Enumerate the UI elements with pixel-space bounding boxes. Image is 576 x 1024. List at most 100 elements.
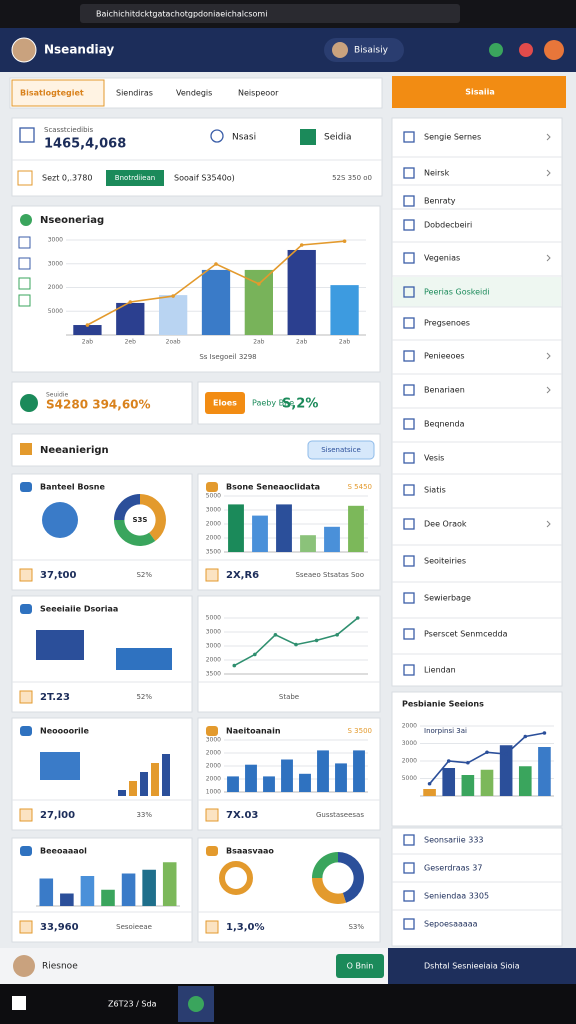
section-button[interactable] xyxy=(307,440,375,460)
bar xyxy=(252,515,268,552)
y-tick-label: 2000 xyxy=(206,763,221,770)
bar xyxy=(101,889,115,906)
side-icon xyxy=(403,834,415,846)
x-tick-label: 2eb xyxy=(125,339,137,346)
y-tick-label: 2000 xyxy=(206,535,221,542)
side-item[interactable]: Penieeoes xyxy=(424,352,465,361)
alert-icon[interactable] xyxy=(519,43,533,57)
side-item[interactable]: Beqnenda xyxy=(424,420,465,429)
side-item[interactable]: Geserdraas 37 xyxy=(424,864,482,873)
tab[interactable]: Vendegis xyxy=(176,89,212,98)
chart-side-icon xyxy=(18,294,31,307)
side-item[interactable]: Benariaen xyxy=(424,386,465,395)
summary-card xyxy=(11,117,383,197)
card-stat: 1,3,0% xyxy=(226,922,265,933)
profile-icon[interactable] xyxy=(544,40,564,60)
chevron xyxy=(546,133,551,141)
card-stat: 2T.23 xyxy=(40,692,70,703)
side-item[interactable]: Seniendaa 3305 xyxy=(424,892,489,901)
icon xyxy=(210,129,224,143)
tab[interactable]: Siendiras xyxy=(116,89,153,98)
donut-slice xyxy=(114,494,140,520)
card-icon xyxy=(20,482,32,492)
app-header xyxy=(0,28,576,72)
side-item[interactable]: Dobdecbeiri xyxy=(424,221,472,230)
card-stat: 27,l00 xyxy=(40,810,75,821)
line-point xyxy=(504,752,508,756)
x-tick-label: 2ab xyxy=(296,339,307,346)
avatar[interactable] xyxy=(11,37,37,63)
side-item[interactable]: Sewierbage xyxy=(424,594,471,603)
side-item[interactable]: Peerias Goskeidi xyxy=(424,288,490,297)
y-tick-label: 2000 xyxy=(206,750,221,757)
bar xyxy=(518,766,532,796)
tab-active[interactable] xyxy=(11,79,105,107)
side-item[interactable]: Neirsk xyxy=(424,169,450,178)
bar xyxy=(228,504,244,552)
side-item[interactable]: Dee Oraok xyxy=(424,520,467,529)
card-stat: S3% xyxy=(348,923,364,931)
side-item[interactable]: Vegenias xyxy=(424,254,460,263)
bar xyxy=(276,504,292,552)
chart-title: Nseoneriag xyxy=(40,215,104,226)
dashboard-card xyxy=(197,595,381,713)
y-tick-label: 2000 xyxy=(206,521,221,528)
side-item[interactable]: Seonsariie 333 xyxy=(424,836,484,845)
side-item[interactable]: Sepoesaaaaa xyxy=(424,920,478,929)
stat-icon xyxy=(205,920,219,934)
side-item[interactable]: Vesis xyxy=(424,454,444,463)
side-item[interactable]: Siatis xyxy=(424,486,446,495)
start-button[interactable] xyxy=(12,996,26,1010)
notify-icon[interactable] xyxy=(489,43,503,57)
side-item[interactable]: Seoiteiries xyxy=(424,557,466,566)
tab[interactable]: Bisatlogtegiet xyxy=(20,89,84,98)
side-icon xyxy=(403,131,415,143)
chevron xyxy=(546,386,551,394)
url-field[interactable] xyxy=(80,4,460,23)
side-icon xyxy=(403,219,415,231)
chart-side-icon xyxy=(18,257,31,270)
card-title: Bsaasvaao xyxy=(226,847,274,856)
footer-text: Dshtal Sesnieeiaia Sioia xyxy=(424,962,520,971)
side-item-active xyxy=(393,277,561,307)
card-icon xyxy=(206,726,218,736)
card-title: Naeitoanain xyxy=(226,727,281,736)
footer-button[interactable] xyxy=(336,954,384,978)
kpi-value: S4280 394,60% xyxy=(46,398,151,412)
side-item[interactable]: Pregsenoes xyxy=(424,319,470,328)
option[interactable]: Nsasi xyxy=(232,133,256,143)
side-item[interactable]: Benraty xyxy=(424,197,456,206)
summary-value: 1465,4,068 xyxy=(44,137,126,152)
user-avatar xyxy=(332,42,348,58)
side-icon xyxy=(403,252,415,264)
y-tick-label: 2000 xyxy=(206,776,221,783)
side-item[interactable]: Liendan xyxy=(424,666,456,675)
bar xyxy=(162,862,177,906)
line-point xyxy=(427,781,432,786)
y-tick-label: 5000 xyxy=(48,308,63,315)
side-icon xyxy=(403,592,415,604)
icon xyxy=(300,129,316,145)
stat-icon xyxy=(19,690,33,704)
line-point xyxy=(171,294,175,298)
y-tick-label: 3000 xyxy=(48,237,63,244)
card-title: Seeeiaiie Dsoriaa xyxy=(40,605,118,614)
line-point xyxy=(128,300,133,304)
side-icon xyxy=(403,167,415,179)
illustration xyxy=(219,861,253,895)
tab[interactable]: Neispeoor xyxy=(238,89,279,98)
action-button[interactable] xyxy=(392,76,566,108)
x-tick-label: 2oab xyxy=(166,339,181,346)
bar xyxy=(245,764,257,792)
y-tick-label: 2000 xyxy=(206,657,221,664)
side-icon xyxy=(403,317,415,329)
side-icon xyxy=(403,384,415,396)
side-item[interactable]: Sengie Sernes xyxy=(424,133,481,142)
option[interactable]: Seidia xyxy=(324,133,351,143)
illustration xyxy=(151,763,159,796)
card-stat: Sseaeo Stsatas Soo xyxy=(295,571,364,579)
side-item[interactable]: Pserscet Senmcedda xyxy=(424,630,508,639)
kpi-card xyxy=(11,381,193,425)
